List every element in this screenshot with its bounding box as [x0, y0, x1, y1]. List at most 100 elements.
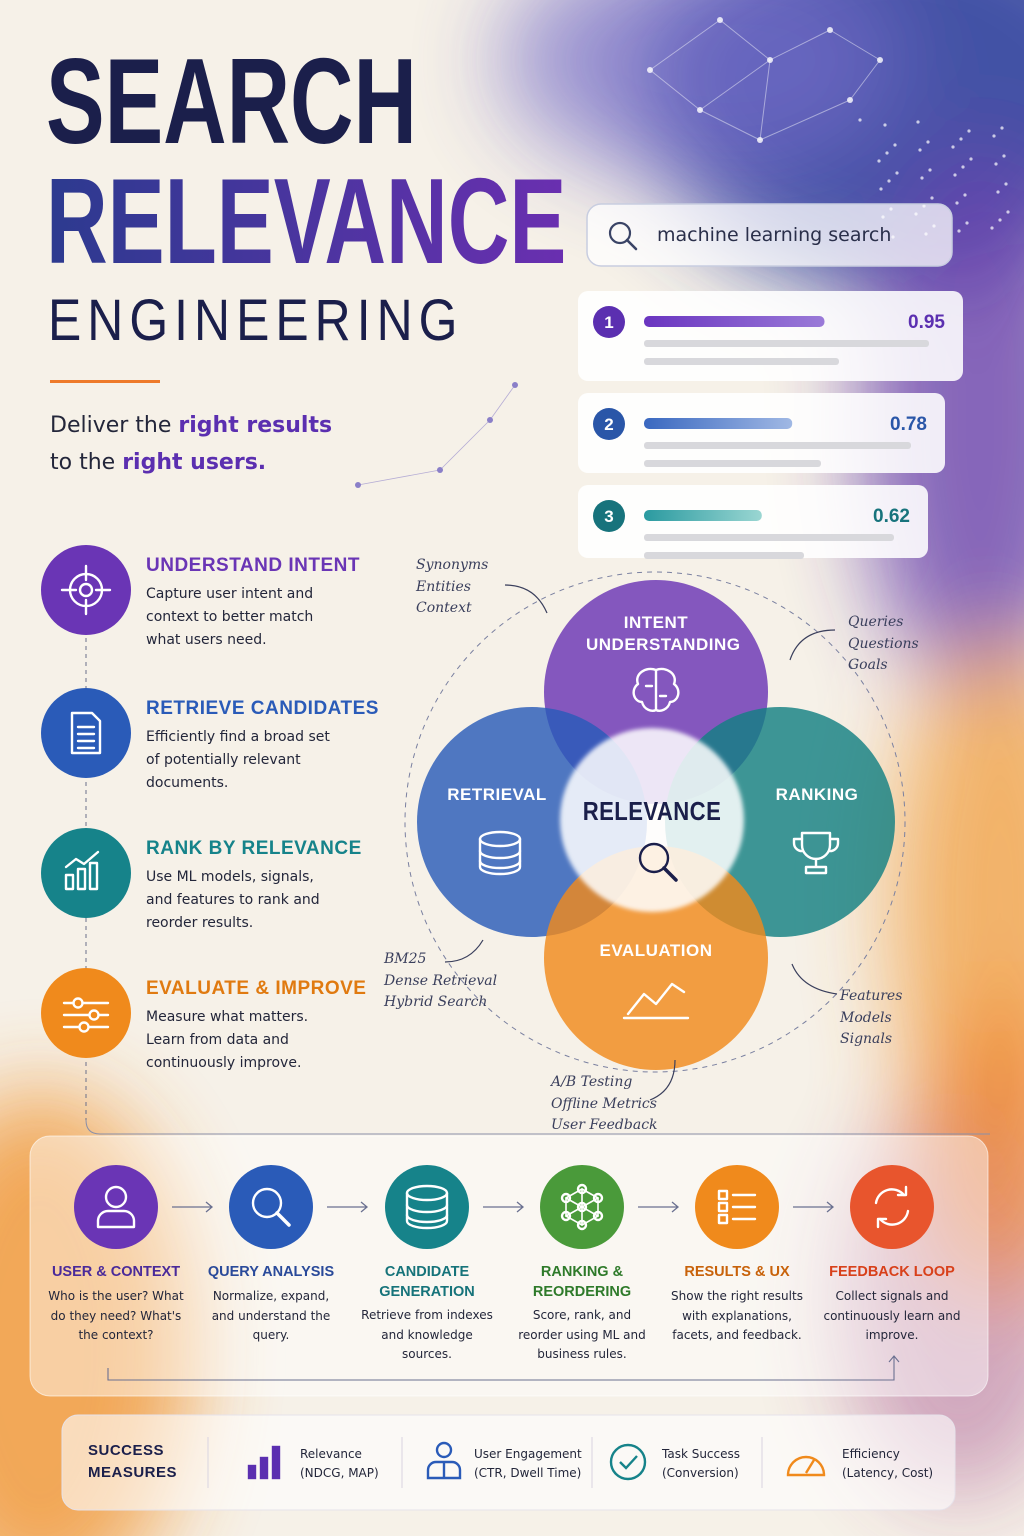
score-bar: [644, 418, 793, 429]
success-label: SUCCESS MEASURES: [88, 1442, 178, 1481]
rank-badge: [593, 500, 625, 532]
measure-icon: [259, 1456, 269, 1480]
annotation-arrow: [789, 629, 836, 661]
measure-name: Task Success: [662, 1447, 741, 1461]
connector: [85, 1119, 990, 1135]
rank-badge: [593, 408, 625, 440]
measure-name: Efficiency: [842, 1447, 900, 1461]
icon-shape: [876, 1185, 908, 1229]
sparkle: [969, 157, 973, 161]
sparkle: [918, 148, 922, 152]
icon-shape: [64, 850, 100, 869]
icon-shape: [560, 1192, 572, 1204]
step-description: Retrieve from indexes and knowledge sour…: [361, 1308, 493, 1361]
constellation-line: [439, 419, 491, 471]
step-description: Normalize, expand, and understand the qu…: [211, 1289, 331, 1342]
venn-center-label: RELEVANCE: [582, 796, 722, 826]
search-icon: [625, 238, 638, 251]
constellation-line: [489, 384, 516, 421]
step-description: Score, rank, and reorder using ML and bu…: [518, 1308, 646, 1361]
icon-shape: [70, 711, 102, 755]
constellation-dot: [647, 67, 653, 73]
icon-shape: [792, 837, 840, 853]
placeholder-line: [644, 534, 894, 541]
constellation-dot: [827, 27, 833, 33]
icon-shape: [88, 1009, 100, 1021]
sparkle: [1006, 210, 1010, 214]
venn-annotation: Features: [840, 988, 903, 1004]
measure-icon: [426, 1460, 462, 1480]
title-line-2: RELEVANCE: [46, 153, 567, 289]
pillar-title: UNDERSTAND INTENT: [146, 555, 360, 576]
pillar-description: Measure what matters. Learn from data an…: [146, 1009, 309, 1071]
icon-shape: [717, 1189, 729, 1201]
pillar-title: EVALUATE & IMPROVE: [146, 978, 367, 999]
icon-shape: [717, 1201, 729, 1213]
venn-circle: [544, 846, 768, 1070]
icon-shape: [104, 1185, 128, 1209]
step-title: USER & CONTEXT: [51, 1264, 181, 1280]
icon-shape: [76, 867, 87, 891]
icon-shape: [874, 1188, 906, 1205]
placeholder-line: [644, 340, 929, 347]
sparkle: [990, 226, 994, 230]
constellation-dot: [757, 137, 763, 143]
score-bar: [644, 316, 825, 327]
venn-annotation: Questions: [848, 635, 919, 652]
measure-icon: [247, 1464, 257, 1480]
venn-annotation: Synonyms: [416, 557, 489, 573]
venn-annotation: User Feedback: [551, 1117, 658, 1133]
sparkle: [967, 129, 971, 133]
result-score: 0.78: [890, 414, 927, 435]
step-icon-circle: [385, 1165, 469, 1249]
icon-shape: [405, 1203, 449, 1224]
sparkle: [992, 134, 996, 138]
sparkle: [1000, 126, 1004, 130]
venn-annotation: BM25: [384, 951, 427, 967]
step-arrow: [638, 1201, 680, 1213]
pillar-title: RETRIEVE CANDIDATES: [146, 698, 379, 719]
step-title: FEEDBACK LOOP: [829, 1264, 955, 1280]
icon-shape: [632, 667, 680, 712]
result-card: [578, 291, 963, 381]
icon-shape: [638, 842, 670, 874]
constellation-line: [699, 59, 771, 111]
venn-circle-label: INTENT UNDERSTANDING: [586, 613, 741, 654]
sparkle: [961, 165, 965, 169]
measure-icon: [619, 1455, 638, 1470]
venn-annotation: Hybrid Search: [384, 994, 488, 1010]
venn-annotation: Signals: [840, 1031, 893, 1047]
venn-annotation: Context: [416, 600, 472, 616]
icon-shape: [275, 1211, 291, 1227]
icon-shape: [560, 1210, 572, 1222]
pillar-description: Use ML models, signals, and features to …: [146, 869, 320, 931]
measure-icon: [786, 1455, 826, 1477]
sparkle: [994, 162, 998, 166]
venn-center: [560, 728, 744, 912]
annotation-arrow: [791, 963, 838, 995]
measure-icon: [804, 1459, 816, 1474]
icon-shape: [804, 857, 828, 875]
step-title: QUERY ANALYSIS: [207, 1264, 335, 1280]
step-title: RESULTS & UX: [684, 1264, 790, 1280]
sparkle: [965, 221, 969, 225]
step-icon-circle: [229, 1165, 313, 1249]
sparkle: [953, 173, 957, 177]
icon-shape: [576, 1201, 588, 1213]
icon-shape: [478, 837, 522, 876]
pillar-title: RANK BY RELEVANCE: [146, 838, 362, 859]
constellation-line: [649, 69, 701, 111]
sparkle: [955, 201, 959, 205]
sparkle: [959, 137, 963, 141]
venn-circle-label: RETRIEVAL: [447, 785, 547, 804]
placeholder-line: [644, 358, 839, 365]
constellation-dot: [877, 57, 883, 63]
rank-number: 3: [604, 507, 613, 526]
icon-shape: [592, 1192, 604, 1204]
constellation-dot: [717, 17, 723, 23]
measure-detail: (CTR, Dwell Time): [474, 1466, 582, 1480]
venn-annotation: Goals: [848, 657, 888, 673]
venn-annotation: Entities: [416, 578, 471, 595]
step-arrow: [793, 1201, 835, 1213]
